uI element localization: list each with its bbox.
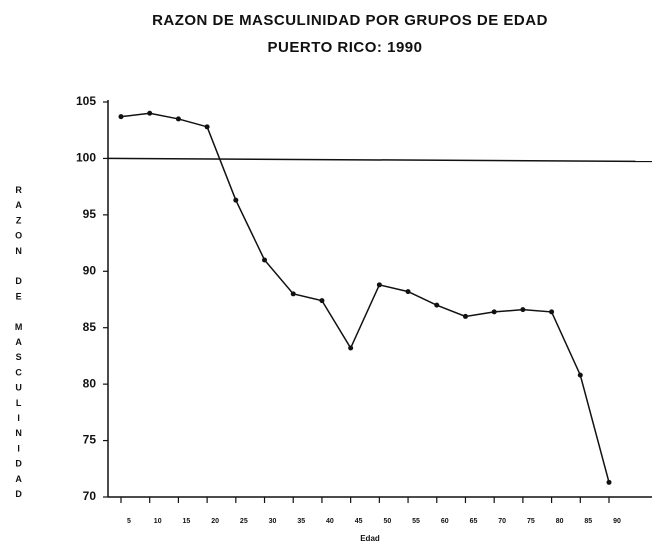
y-tick-label: 100 bbox=[76, 151, 96, 165]
data-point bbox=[233, 197, 239, 203]
x-tick-label: 35 bbox=[297, 518, 305, 525]
chart-subtitle: PUERTO RICO: 1990 bbox=[268, 39, 423, 56]
data-point bbox=[376, 282, 382, 288]
y-tick-label: 95 bbox=[83, 207, 97, 221]
x-tick-label: 25 bbox=[240, 518, 248, 525]
x-tick-label: 30 bbox=[269, 518, 277, 525]
data-point bbox=[204, 124, 210, 130]
x-tick-label: 60 bbox=[441, 518, 449, 525]
y-tick-label: 75 bbox=[83, 433, 97, 447]
data-point bbox=[549, 309, 555, 315]
x-tick-label: 40 bbox=[326, 518, 334, 525]
data-point bbox=[462, 313, 468, 319]
data-point bbox=[118, 114, 124, 120]
data-point bbox=[434, 302, 440, 308]
x-tick-label: 65 bbox=[470, 518, 478, 525]
data-point bbox=[147, 110, 153, 116]
y-tick-label: 90 bbox=[83, 263, 97, 277]
line-series bbox=[120, 112, 610, 483]
data-point bbox=[491, 309, 497, 315]
x-tick-label: 5 bbox=[127, 518, 131, 525]
y-tick-label: 70 bbox=[83, 489, 97, 503]
x-tick-label: 75 bbox=[527, 518, 535, 525]
x-tick-label: 50 bbox=[383, 518, 391, 525]
x-tick-label: 90 bbox=[613, 518, 621, 525]
x-axis-label: Edad bbox=[360, 534, 380, 543]
y-axis-label: RAZON DE MASCULINIDAD bbox=[14, 185, 24, 504]
data-point bbox=[348, 345, 354, 351]
x-tick-label: 20 bbox=[211, 518, 219, 525]
y-tick-label: 105 bbox=[76, 94, 96, 108]
y-tick-label: 85 bbox=[83, 320, 97, 334]
x-tick-label: 15 bbox=[183, 518, 191, 525]
data-point bbox=[606, 479, 612, 485]
data-point bbox=[290, 291, 296, 297]
data-point bbox=[175, 116, 181, 122]
x-tick-label: 45 bbox=[355, 518, 363, 525]
data-point bbox=[405, 289, 411, 295]
data-point bbox=[262, 257, 268, 263]
chart-title: RAZON DE MASCULINIDAD POR GRUPOS DE EDAD bbox=[152, 12, 548, 29]
x-tick-label: 10 bbox=[154, 518, 162, 525]
x-tick-label: 85 bbox=[584, 518, 592, 525]
data-point bbox=[577, 372, 583, 378]
data-point bbox=[520, 307, 526, 313]
data-point bbox=[319, 298, 325, 304]
x-tick-label: 55 bbox=[412, 518, 420, 525]
reference-line bbox=[107, 157, 653, 163]
y-tick-label: 80 bbox=[83, 376, 97, 390]
x-tick-label: 80 bbox=[556, 518, 564, 525]
x-tick-label: 70 bbox=[498, 518, 506, 525]
